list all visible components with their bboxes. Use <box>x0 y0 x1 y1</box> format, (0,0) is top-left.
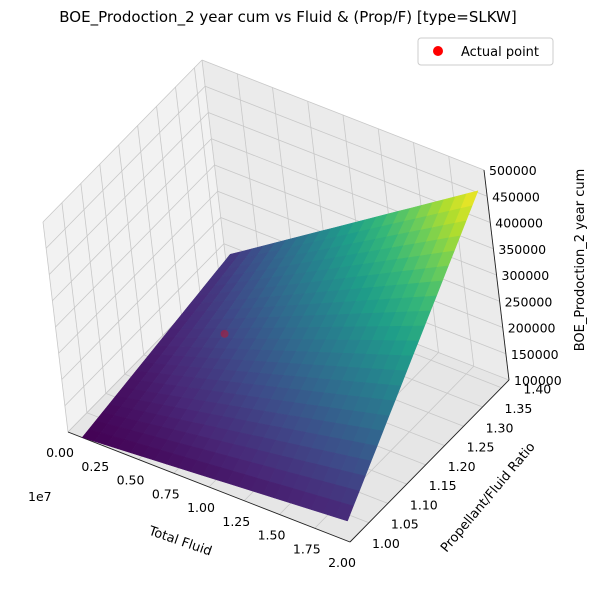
legend-label-actual-point: Actual point <box>461 45 539 60</box>
z-tick-label-2: 200000 <box>508 321 556 336</box>
x-tick-label-0: 0.00 <box>46 445 74 460</box>
y-tick-label-1: 1.05 <box>391 517 419 532</box>
x-tick-label-4: 1.00 <box>187 500 215 515</box>
x-tick-label-5: 1.25 <box>222 514 250 529</box>
grid-z-back-8 <box>201 59 485 171</box>
axis-lines <box>67 169 510 543</box>
y-tick-label-7: 1.35 <box>505 401 533 416</box>
legend-box <box>417 37 554 66</box>
x-tick-label-1: 0.25 <box>81 459 109 474</box>
chart-title: BOE_Prodoction_2 year cum vs Fluid & (Pr… <box>59 8 516 27</box>
surface-plot <box>81 190 479 522</box>
x-tick-label-7: 1.75 <box>293 541 321 556</box>
x-tick-label-6: 1.50 <box>258 528 286 543</box>
grid-z-left-6 <box>48 112 209 275</box>
z-tick-label-0: 100000 <box>514 373 562 388</box>
grid-z-back-7 <box>204 85 488 197</box>
z-tick-label-7: 450000 <box>492 189 540 204</box>
y-tick-label-3: 1.15 <box>429 478 457 493</box>
y-tick-label-8: 1.40 <box>523 382 551 397</box>
z-tick-label-3: 250000 <box>505 294 553 309</box>
z-tick-label-4: 300000 <box>502 268 550 283</box>
grid-z-left-4 <box>55 164 215 328</box>
z-tick-label-1: 150000 <box>511 347 559 362</box>
actual-point-marker <box>220 329 229 338</box>
grid-z-left-8 <box>42 59 203 223</box>
z-axis-line <box>483 169 510 381</box>
x-offset-label: 1e7 <box>28 489 52 504</box>
y-axis-label: Propellant/Fluid Ratio <box>438 440 539 556</box>
legend: Actual point <box>417 37 554 66</box>
z-tick-label-5: 350000 <box>498 242 546 257</box>
grid-z-left-3 <box>58 190 218 354</box>
x-axis-label: Total Fluid <box>146 524 214 560</box>
y-axis-line <box>349 379 510 543</box>
z-tick-label-6: 400000 <box>495 216 543 231</box>
x-axis-line <box>67 431 351 543</box>
x-tick-label-2: 0.50 <box>117 473 145 488</box>
tick-labels: 0.00 0.25 0.50 0.75 1.00 1.25 1.50 1.75 2.00 1.00… <box>46 163 562 570</box>
grid-z-left-5 <box>52 138 212 302</box>
x-tick-label-3: 0.75 <box>152 486 180 501</box>
legend-marker-actual-point <box>433 46 443 56</box>
z-axis-label: BOE_Prodoction_2 year cum <box>573 169 588 352</box>
y-tick-label-2: 1.10 <box>410 497 438 512</box>
grid-z-left-7 <box>45 85 206 249</box>
x-tick-label-8: 2.00 <box>328 555 356 570</box>
y-tick-label-4: 1.20 <box>448 459 476 474</box>
y-tick-label-6: 1.30 <box>486 420 514 435</box>
surface-cell-21-0 <box>335 502 354 522</box>
actual-point-layer <box>220 329 229 338</box>
y-tick-label-0: 1.00 <box>372 536 400 551</box>
y-tick-label-5: 1.25 <box>467 440 495 455</box>
grid-z-left-1 <box>64 243 225 407</box>
grid-z-left-2 <box>61 217 222 380</box>
z-tick-label-8: 500000 <box>489 163 537 178</box>
